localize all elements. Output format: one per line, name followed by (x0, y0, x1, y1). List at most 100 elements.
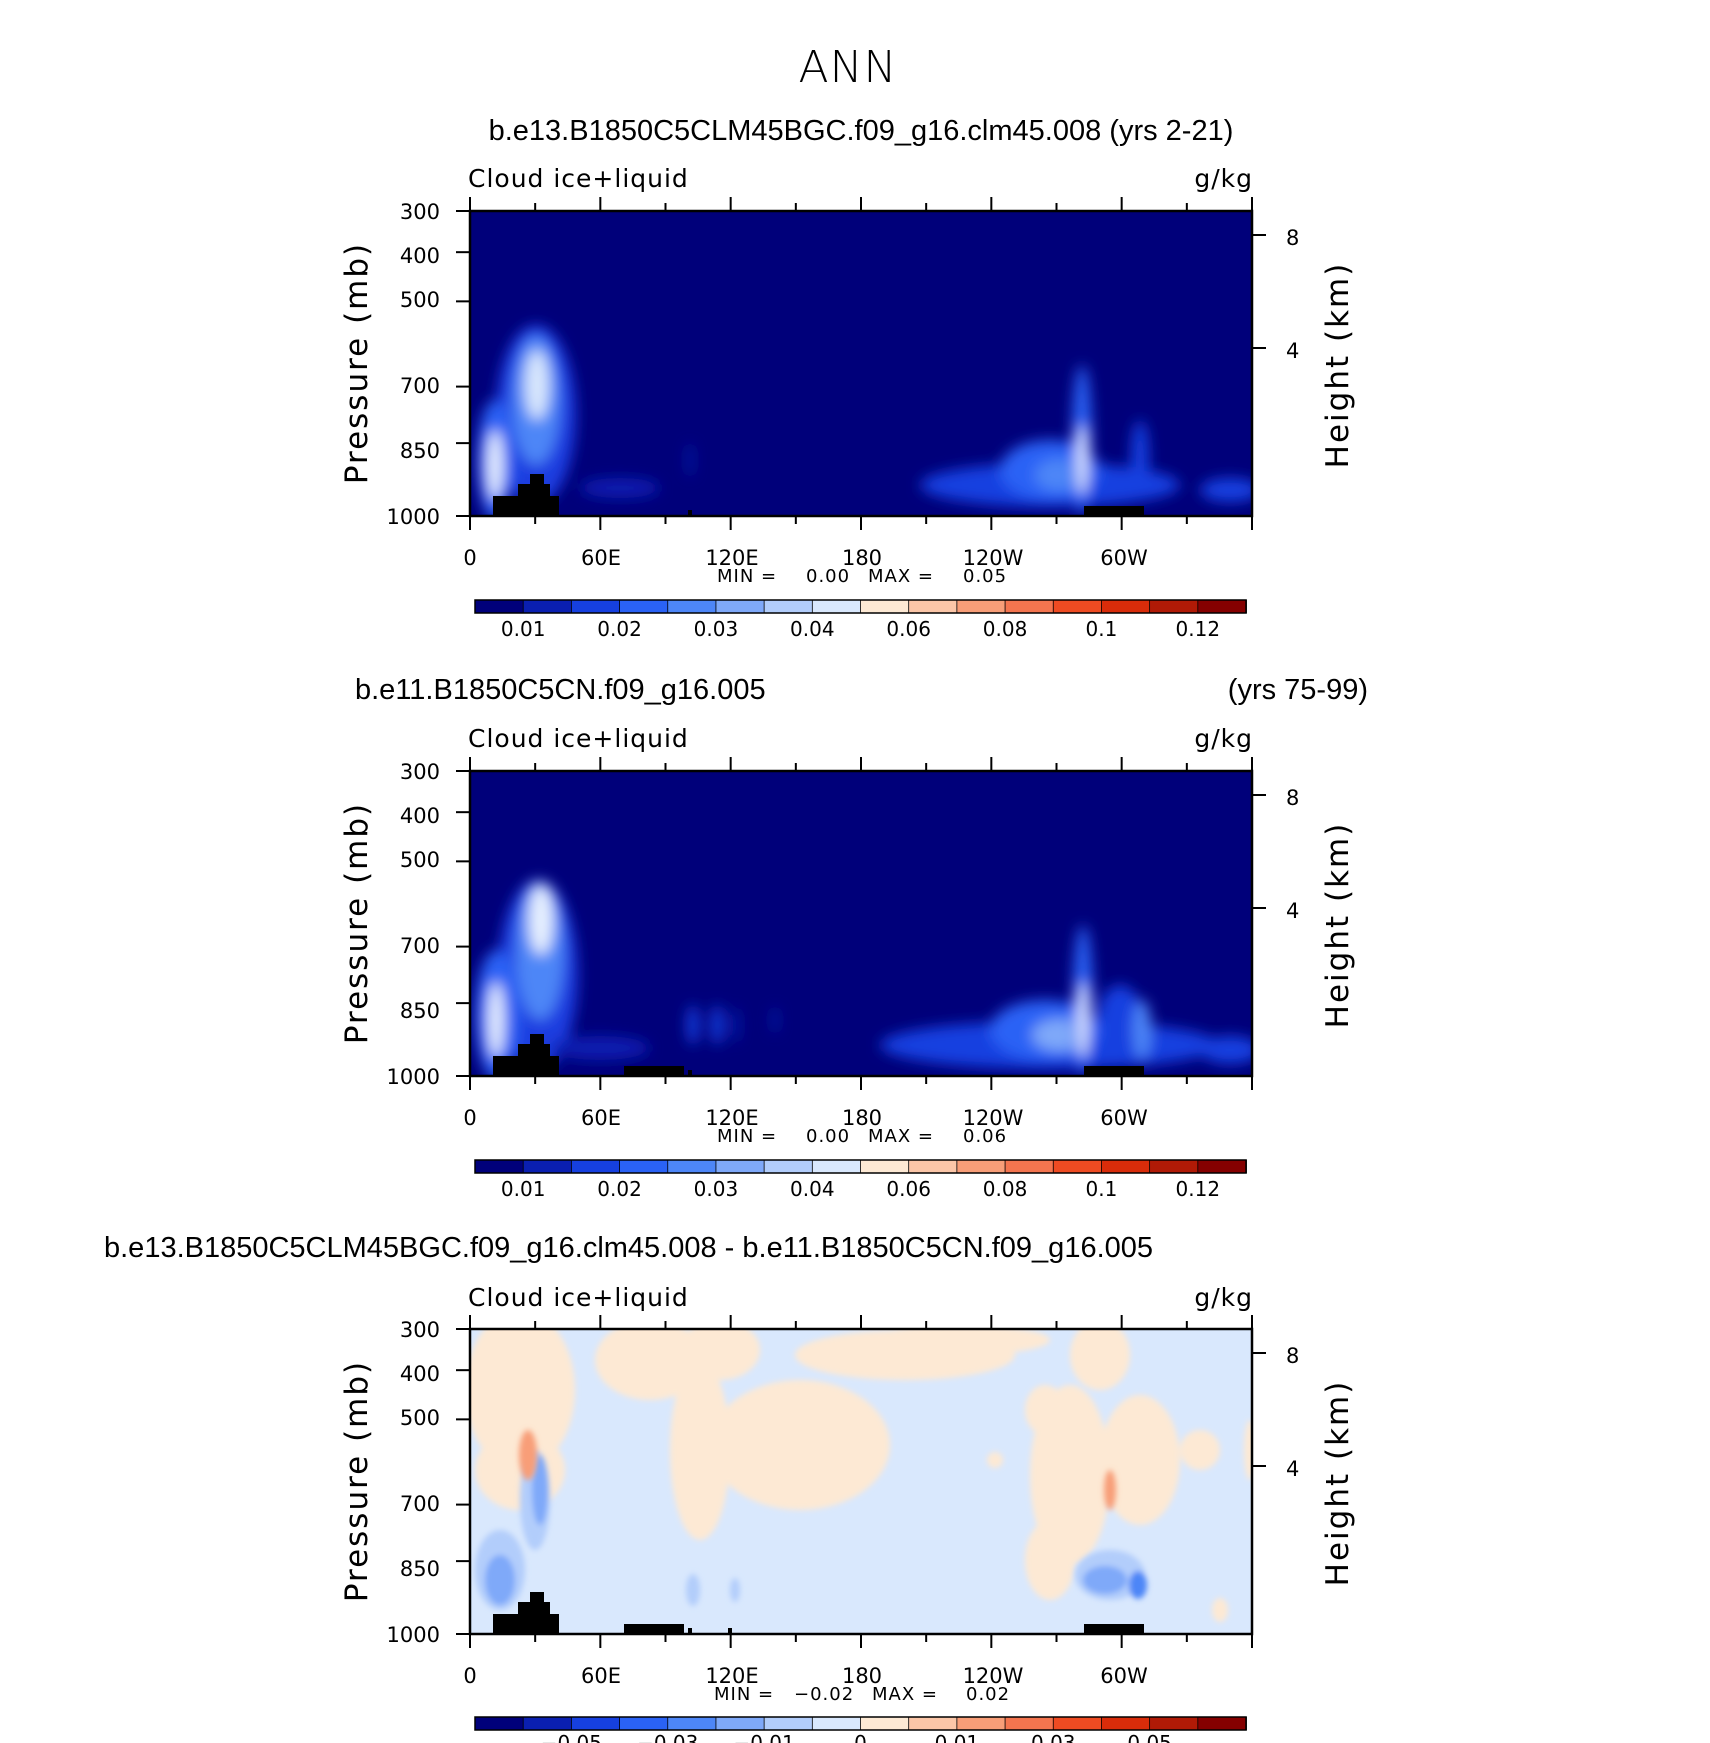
y-tick-label: 300 (400, 200, 440, 224)
x-tick-label: 120E (705, 546, 758, 570)
colorbar-swatch (811, 1159, 862, 1174)
x-tick-label: 120W (963, 1664, 1024, 1688)
panel-2-plot-area (470, 771, 1252, 1076)
x-tick-label: 0 (463, 1664, 476, 1688)
panel-3-y2-axis-label: Height (km) (1320, 1380, 1356, 1587)
min-value: −0.02 (794, 1684, 854, 1705)
colorbar-swatch (908, 1716, 958, 1731)
colorbar-label: −0.05 (541, 1731, 602, 1743)
panel-3-x-tick-labels: 0 60E 120E 180 120W 60W (463, 1664, 1148, 1688)
panel-2-stats: MIN = 0.00 MAX = 0.06 (717, 1126, 1006, 1147)
panel-3-strong-positive (519, 1430, 1116, 1510)
panel-2-units-label: g/kg (1194, 724, 1253, 753)
colorbar-swatch (1149, 1159, 1199, 1174)
panel-3-terrain-mask (493, 1592, 1144, 1634)
colorbar-swatch (860, 599, 910, 614)
panel-3-y-tick-labels: 300 400 500 700 850 1000 (387, 1318, 440, 1647)
x-tick-label: 180 (842, 1106, 882, 1130)
colorbar-label: 0.04 (790, 617, 835, 641)
x-tick-label: 0 (463, 546, 476, 570)
colorbar-swatch (570, 599, 621, 614)
colorbar-swatch (474, 1159, 525, 1174)
colorbar-swatch (1149, 1716, 1199, 1731)
y-tick-label: 700 (400, 934, 440, 958)
y2-tick-label: 4 (1286, 339, 1299, 363)
y2-tick-label: 4 (1286, 1457, 1299, 1481)
y-tick-label: 850 (400, 439, 440, 463)
panel-1-y2-tick-labels: 8 4 (1286, 226, 1299, 363)
colorbar-swatch (1052, 1159, 1103, 1174)
colorbar-swatch (1004, 1159, 1055, 1174)
colorbar-frame (474, 1159, 1247, 1174)
colorbar-label: 0.06 (886, 617, 931, 641)
y-tick-label: 700 (400, 374, 440, 398)
panel-1-stats: MIN = 0.00 MAX = 0.05 (717, 566, 1006, 587)
panel-2-colorbar: 0.01 0.02 0.03 0.04 0.06 0.08 0.1 0.12 (474, 1159, 1247, 1201)
colorbar-swatch (570, 1159, 621, 1174)
max-label: MAX = (868, 566, 934, 587)
colorbar-label: 0.02 (597, 617, 642, 641)
y-tick-label: 1000 (387, 1065, 440, 1089)
y-tick-label: 850 (400, 999, 440, 1023)
panel-3-y-axis-label: Pressure (mb) (339, 1360, 375, 1602)
colorbar-label: 0.03 (694, 617, 739, 641)
colorbar-swatch (619, 1716, 669, 1731)
y-tick-label: 1000 (387, 505, 440, 529)
panel-1-colorbar: 0.01 0.02 0.03 0.04 0.06 0.08 0.1 0.12 (474, 599, 1247, 641)
colorbar-frame (474, 1716, 1247, 1731)
panel-1-title: b.e13.B1850C5CLM45BGC.f09_g16.clm45.008 … (489, 115, 1234, 147)
panel-1-field-background (470, 211, 1252, 516)
colorbar-swatch (1101, 599, 1151, 614)
colorbar-swatch (1197, 1716, 1247, 1731)
colorbar-swatch (1197, 599, 1247, 614)
panel-1-plot-area (470, 211, 1252, 516)
colorbar-swatch (667, 599, 717, 614)
colorbar-swatch (1149, 599, 1199, 614)
colorbar-swatch (1004, 1716, 1055, 1731)
panel-1-cloud-features (477, 325, 1252, 516)
colorbar-swatch (474, 1716, 525, 1731)
y-tick-label: 300 (400, 760, 440, 784)
colorbar-swatch (522, 599, 573, 614)
panel-2-y2-tick-labels: 8 4 (1286, 786, 1299, 923)
min-label: MIN = (714, 1684, 774, 1705)
panel-3: b.e13.B1850C5CLM45BGC.f09_g16.clm45.008 … (104, 1232, 1356, 1743)
colorbar-swatch (763, 1159, 814, 1174)
colorbar-label: 0 (854, 1731, 867, 1743)
y-tick-label: 500 (400, 288, 440, 312)
colorbar-label: 0.03 (694, 1177, 739, 1201)
x-tick-label: 60E (581, 1106, 621, 1130)
x-tick-label: 120E (705, 1664, 758, 1688)
panel-3-title: b.e13.B1850C5CLM45BGC.f09_g16.clm45.008 … (104, 1232, 1153, 1264)
panel-2-title: b.e11.B1850C5CN.f09_g16.005 (355, 674, 766, 706)
colorbar-label: 0.01 (935, 1731, 980, 1743)
min-value: 0.00 (806, 1126, 850, 1147)
colorbar-swatch (522, 1159, 573, 1174)
colorbar-swatch (956, 1716, 1006, 1731)
x-tick-label: 60E (581, 546, 621, 570)
x-tick-label: 60W (1100, 1106, 1148, 1130)
colorbar-label: 0.05 (1127, 1731, 1172, 1743)
colorbar-label: 0.12 (1176, 1177, 1221, 1201)
page-title: ANN (799, 42, 898, 93)
colorbar-frame (474, 599, 1247, 614)
y-tick-label: 400 (400, 244, 440, 268)
colorbar-swatch (763, 599, 814, 614)
x-tick-label: 0 (463, 1106, 476, 1130)
colorbar-swatch (619, 599, 669, 614)
panel-2-axis-ticks (456, 757, 1266, 1090)
x-tick-label: 120W (963, 546, 1024, 570)
panel-3-y2-tick-labels: 8 4 (1286, 1344, 1299, 1481)
colorbar-swatch (811, 1716, 862, 1731)
y-tick-label: 500 (400, 1406, 440, 1430)
panel-3-positive-regions (470, 1329, 1252, 1622)
colorbar-swatch (715, 599, 766, 614)
panel-3-units-label: g/kg (1194, 1283, 1253, 1312)
panel-2-y-axis-label: Pressure (mb) (339, 802, 375, 1044)
colorbar-swatch (908, 599, 958, 614)
colorbar-label: 0.06 (886, 1177, 931, 1201)
colorbar-swatch (860, 1716, 910, 1731)
panel-3-axis-ticks (456, 1315, 1266, 1648)
y-tick-label: 1000 (387, 1623, 440, 1647)
panel-3-variable-label: Cloud ice+liquid (468, 1283, 689, 1312)
